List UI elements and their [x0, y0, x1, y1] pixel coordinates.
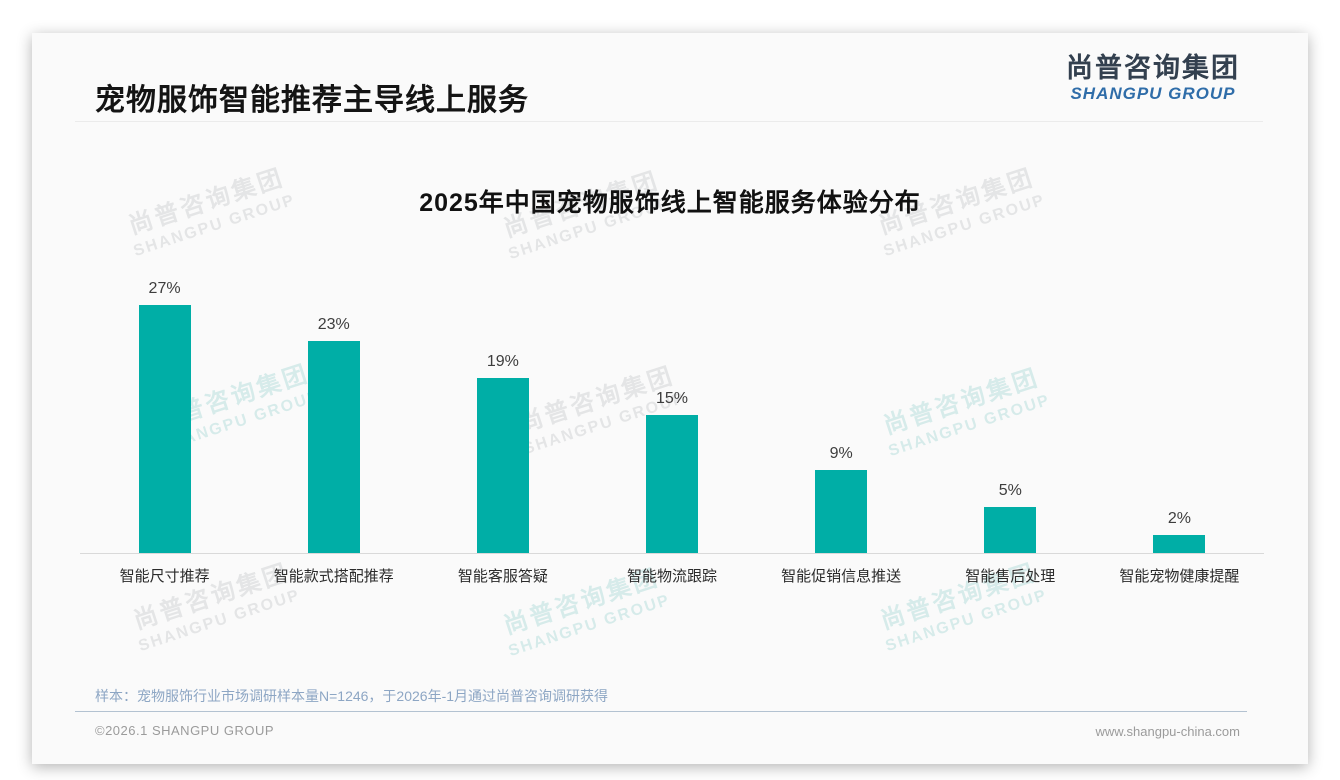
page-title: 宠物服饰智能推荐主导线上服务 — [95, 84, 529, 117]
source-note: 样本：宠物服饰行业市场调研样本量N=1246，于2026年-1月通过尚普咨询调研… — [95, 688, 609, 704]
chart-title: 2025年中国宠物服饰线上智能服务体验分布 — [419, 189, 921, 217]
bar — [815, 470, 868, 553]
title-divider — [75, 121, 1263, 122]
category-label: 智能售后处理 — [965, 568, 1056, 585]
footer-divider — [75, 711, 1247, 712]
footer-copyright: ©2026.1 SHANGPU GROUP — [95, 723, 275, 738]
chart-plot: 27% 23% 19% 15% 9% 5% 2% — [80, 263, 1264, 554]
bar — [307, 341, 360, 553]
bar-column: 23% — [249, 316, 418, 553]
bar-column: 19% — [418, 353, 587, 553]
footer-website: www.shangpu-china.com — [1095, 724, 1240, 739]
bar — [138, 305, 191, 553]
category-label: 智能客服答疑 — [457, 568, 548, 585]
category-label: 智能物流跟踪 — [626, 568, 717, 585]
bar — [645, 415, 698, 553]
bar-value-label: 15% — [655, 390, 688, 407]
bar — [476, 378, 529, 553]
logo-chinese-text: 尚普咨询集团 — [1066, 53, 1240, 83]
bar — [984, 507, 1037, 553]
chart-category-labels: 智能尺寸推荐 智能款式搭配推荐 智能客服答疑 智能物流跟踪 智能促销信息推送 智能售后处理… — [80, 565, 1264, 586]
bar — [1153, 535, 1206, 553]
bar-column: 9% — [757, 445, 926, 553]
bar-value-label: 5% — [998, 482, 1022, 499]
category-label: 智能宠物健康提醒 — [1119, 568, 1240, 585]
bar-value-label: 2% — [1167, 510, 1191, 527]
logo-english-text: SHANGPU GROUP — [1070, 84, 1236, 104]
watermark-english-text: SHANGPU GROUP — [506, 591, 673, 661]
watermark-english-text: SHANGPU GROUP — [136, 586, 303, 656]
bar-value-label: 23% — [317, 316, 350, 333]
bar-column: 2% — [1095, 510, 1264, 553]
bar-value-label: 19% — [486, 353, 519, 370]
report-slide-card: 宠物服饰智能推荐主导线上服务 尚普咨询集团 SHANGPU GROUP 尚普咨询… — [32, 33, 1308, 764]
category-label: 智能促销信息推送 — [781, 568, 902, 585]
watermark-english-text: SHANGPU GROUP — [883, 586, 1050, 656]
bar-column: 5% — [926, 482, 1095, 553]
bar-value-label: 27% — [148, 280, 181, 297]
bar-value-label: 9% — [829, 445, 853, 462]
category-label: 智能尺寸推荐 — [119, 568, 210, 585]
category-label: 智能款式搭配推荐 — [273, 568, 394, 585]
shangpu-logo: 尚普咨询集团 SHANGPU GROUP — [1066, 53, 1240, 104]
bar-column: 27% — [80, 280, 249, 553]
bar-column: 15% — [587, 390, 756, 553]
